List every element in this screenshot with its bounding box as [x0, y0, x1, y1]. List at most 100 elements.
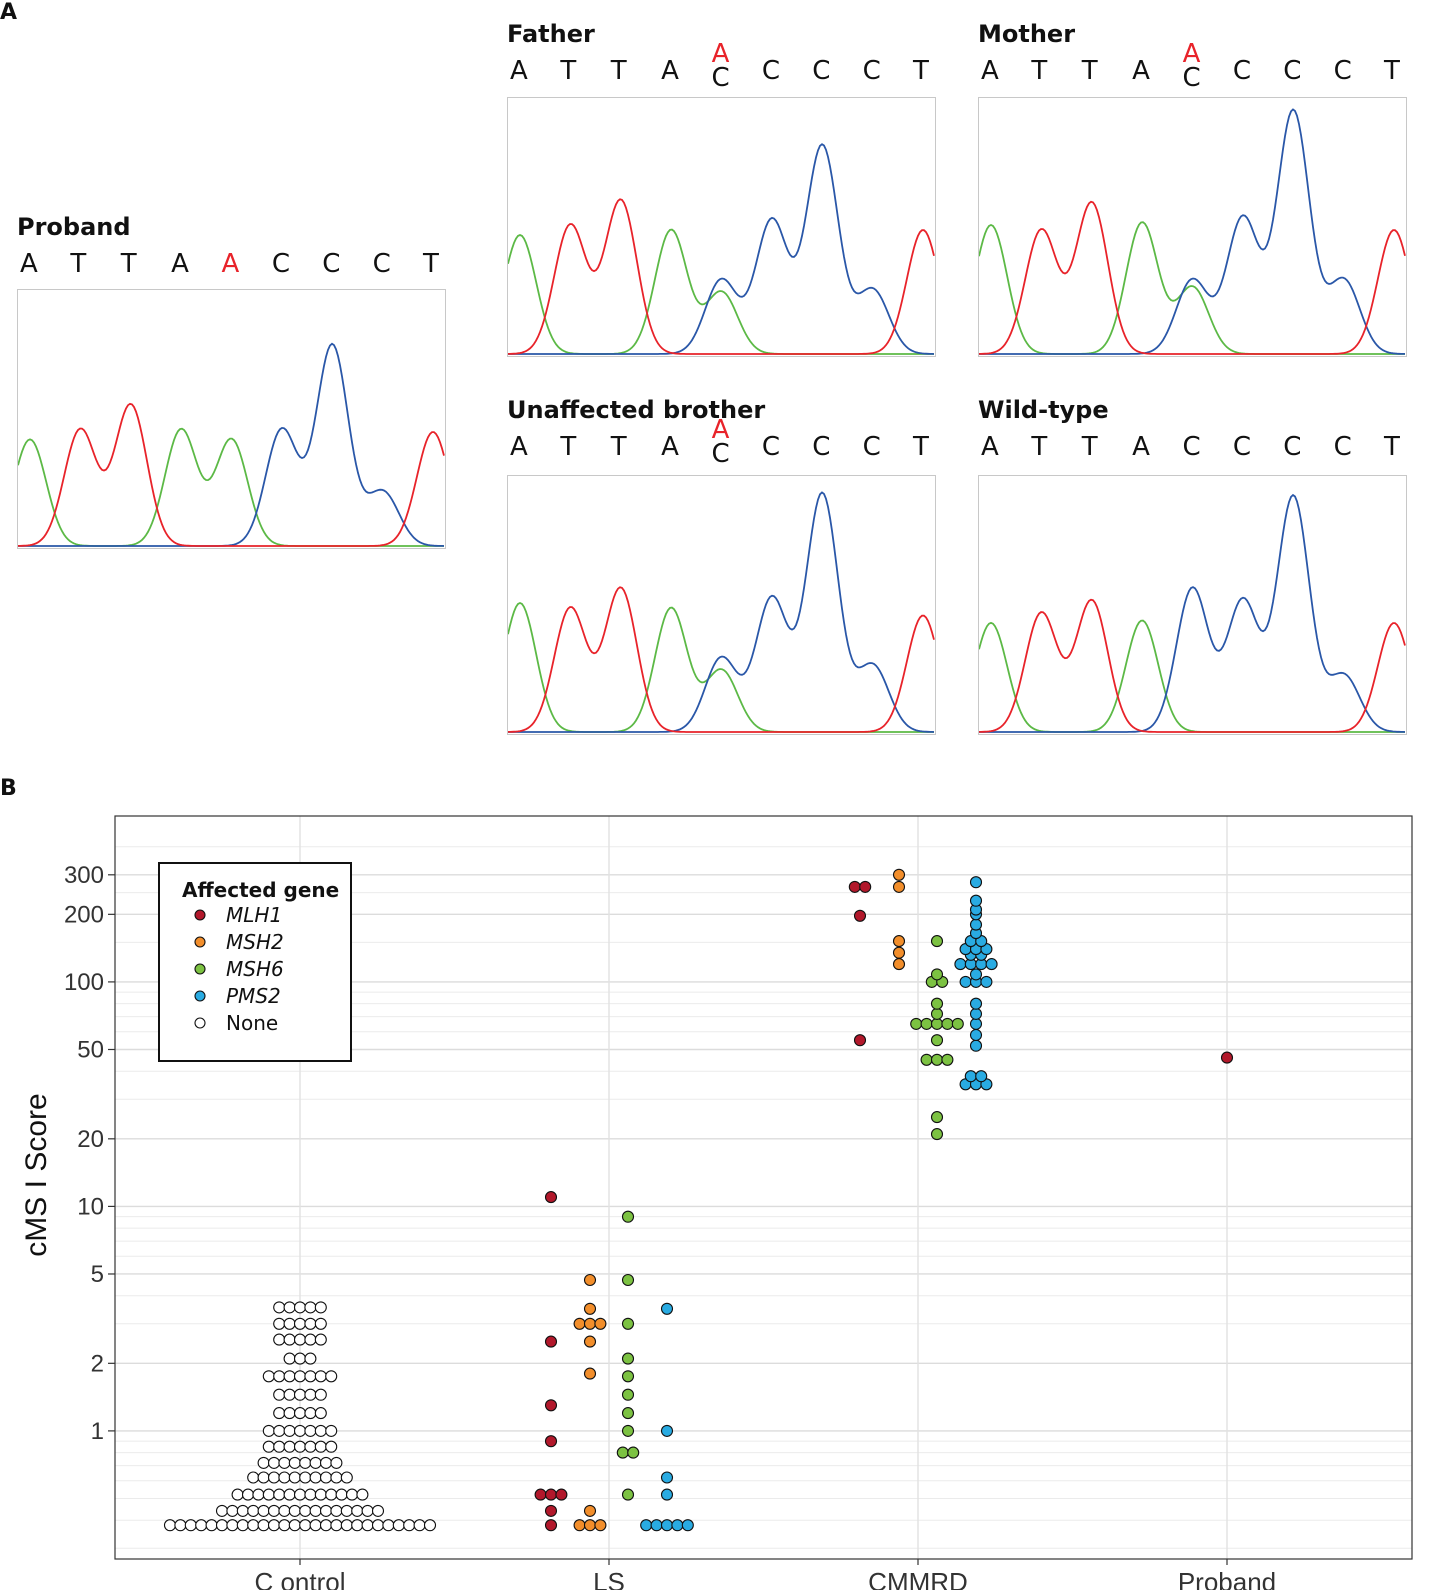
base-letter: A [171, 249, 189, 279]
data-point-none [356, 1488, 369, 1501]
legend-label-msh2: MSH2 [226, 930, 284, 954]
y-tick-label: 300 [64, 862, 104, 889]
chromatogram-wild-type: Wild-type A T T A C C C C T [978, 396, 1407, 736]
data-point-mlh1 [859, 880, 872, 893]
legend-label-mlh1: MLH1 [226, 903, 282, 927]
data-point-none [257, 1504, 270, 1517]
base-letter: T [610, 432, 627, 462]
legend: Affected gene MLH1 MSH2 MSH6 PMS2 None [158, 862, 352, 1062]
data-point-none [293, 1352, 307, 1365]
data-point-none [351, 1519, 364, 1532]
base-letter: T [913, 56, 929, 86]
data-point-pms2 [969, 1028, 983, 1042]
trace-t [508, 586, 935, 733]
x-axis: C ontrol LS CMMRD Proband [254, 1559, 1276, 1590]
data-point-none [330, 1519, 343, 1532]
data-point-msh6 [930, 1017, 944, 1030]
panel-b-label: B [0, 776, 17, 801]
data-point-msh6 [920, 1017, 933, 1030]
data-point-none [304, 1333, 317, 1346]
data-point-none [293, 1333, 307, 1346]
trace-c [979, 493, 1406, 733]
base-letter: A [981, 432, 999, 462]
data-point-none [273, 1388, 286, 1401]
data-point-none [304, 1352, 317, 1365]
base-letter: C [1283, 432, 1302, 462]
data-point-mlh1 [544, 1335, 558, 1348]
data-point-msh2 [583, 1302, 597, 1315]
base-letter: C [322, 249, 341, 279]
data-point-none [257, 1519, 270, 1532]
data-point-none [325, 1424, 338, 1437]
data-point-msh2 [892, 946, 906, 959]
data-point-none [283, 1352, 296, 1365]
data-point-none [205, 1519, 218, 1532]
data-point-pms2 [985, 958, 998, 971]
trace-t [18, 402, 445, 547]
data-point-mlh1 [853, 909, 867, 922]
base-letter: T [70, 249, 87, 279]
data-point-msh6 [621, 1273, 635, 1287]
data-point-none [293, 1488, 307, 1501]
base-letter: C [1283, 56, 1302, 86]
data-point-none [314, 1370, 327, 1383]
data-point-none [319, 1519, 333, 1532]
data-point-msh6 [621, 1488, 635, 1501]
base-letter: C [761, 432, 781, 462]
data-point-none [413, 1519, 426, 1532]
y-tick-label: 200 [64, 901, 104, 928]
data-point-none [309, 1519, 322, 1532]
data-point-none [325, 1488, 338, 1501]
data-point-msh6 [930, 1053, 944, 1066]
data-point-msh6 [910, 1017, 923, 1030]
trace-t [508, 198, 935, 355]
data-point-msh6 [951, 1017, 964, 1030]
y-axis-label: cMS I Score [20, 1093, 53, 1256]
data-point-none [314, 1407, 327, 1420]
data-point-msh6 [930, 968, 944, 981]
data-point-none [283, 1317, 296, 1330]
data-point-pms2 [959, 975, 972, 988]
data-point-none [304, 1440, 317, 1453]
data-point-none [273, 1317, 286, 1330]
data-point-none [252, 1488, 265, 1501]
data-point-none [267, 1456, 281, 1469]
data-point-mlh1 [544, 1519, 558, 1532]
data-point-msh6 [621, 1352, 635, 1365]
data-point-msh6 [621, 1210, 635, 1223]
data-point-pms2 [969, 968, 983, 981]
base-letter: C [1232, 56, 1252, 86]
data-point-none [340, 1504, 353, 1517]
chromatogram-title: Father [507, 20, 595, 48]
x-tick-label: LS [593, 1567, 625, 1590]
base-letter: T [560, 56, 577, 86]
data-point-mlh1 [1220, 1051, 1234, 1064]
trace-t [979, 598, 1406, 733]
y-tick-label: 10 [77, 1193, 104, 1220]
data-point-none [293, 1424, 307, 1437]
data-point-msh6 [930, 997, 944, 1010]
trace-a [18, 427, 444, 547]
data-point-none [293, 1301, 307, 1314]
data-point-none [163, 1519, 177, 1532]
data-point-none [314, 1488, 327, 1501]
data-point-msh2 [583, 1273, 597, 1287]
data-point-none [309, 1504, 322, 1517]
data-point-msh6 [616, 1446, 629, 1459]
data-point-msh6 [941, 1017, 954, 1030]
data-point-none [262, 1488, 275, 1501]
chromatogram-title: Wild-type [978, 396, 1109, 424]
data-point-none [309, 1456, 322, 1469]
base-letter: C [1182, 432, 1201, 462]
data-point-msh6 [621, 1424, 635, 1437]
data-point-none [314, 1440, 327, 1453]
trace-plot [978, 97, 1407, 357]
data-point-pms2 [640, 1519, 653, 1532]
base-letter: T [610, 56, 627, 86]
data-point-pms2 [964, 1070, 977, 1083]
data-point-none [215, 1504, 229, 1517]
data-point-none [236, 1519, 249, 1532]
y-axis: 1 2 5 10 20 50 100 200 300 [64, 862, 115, 1445]
